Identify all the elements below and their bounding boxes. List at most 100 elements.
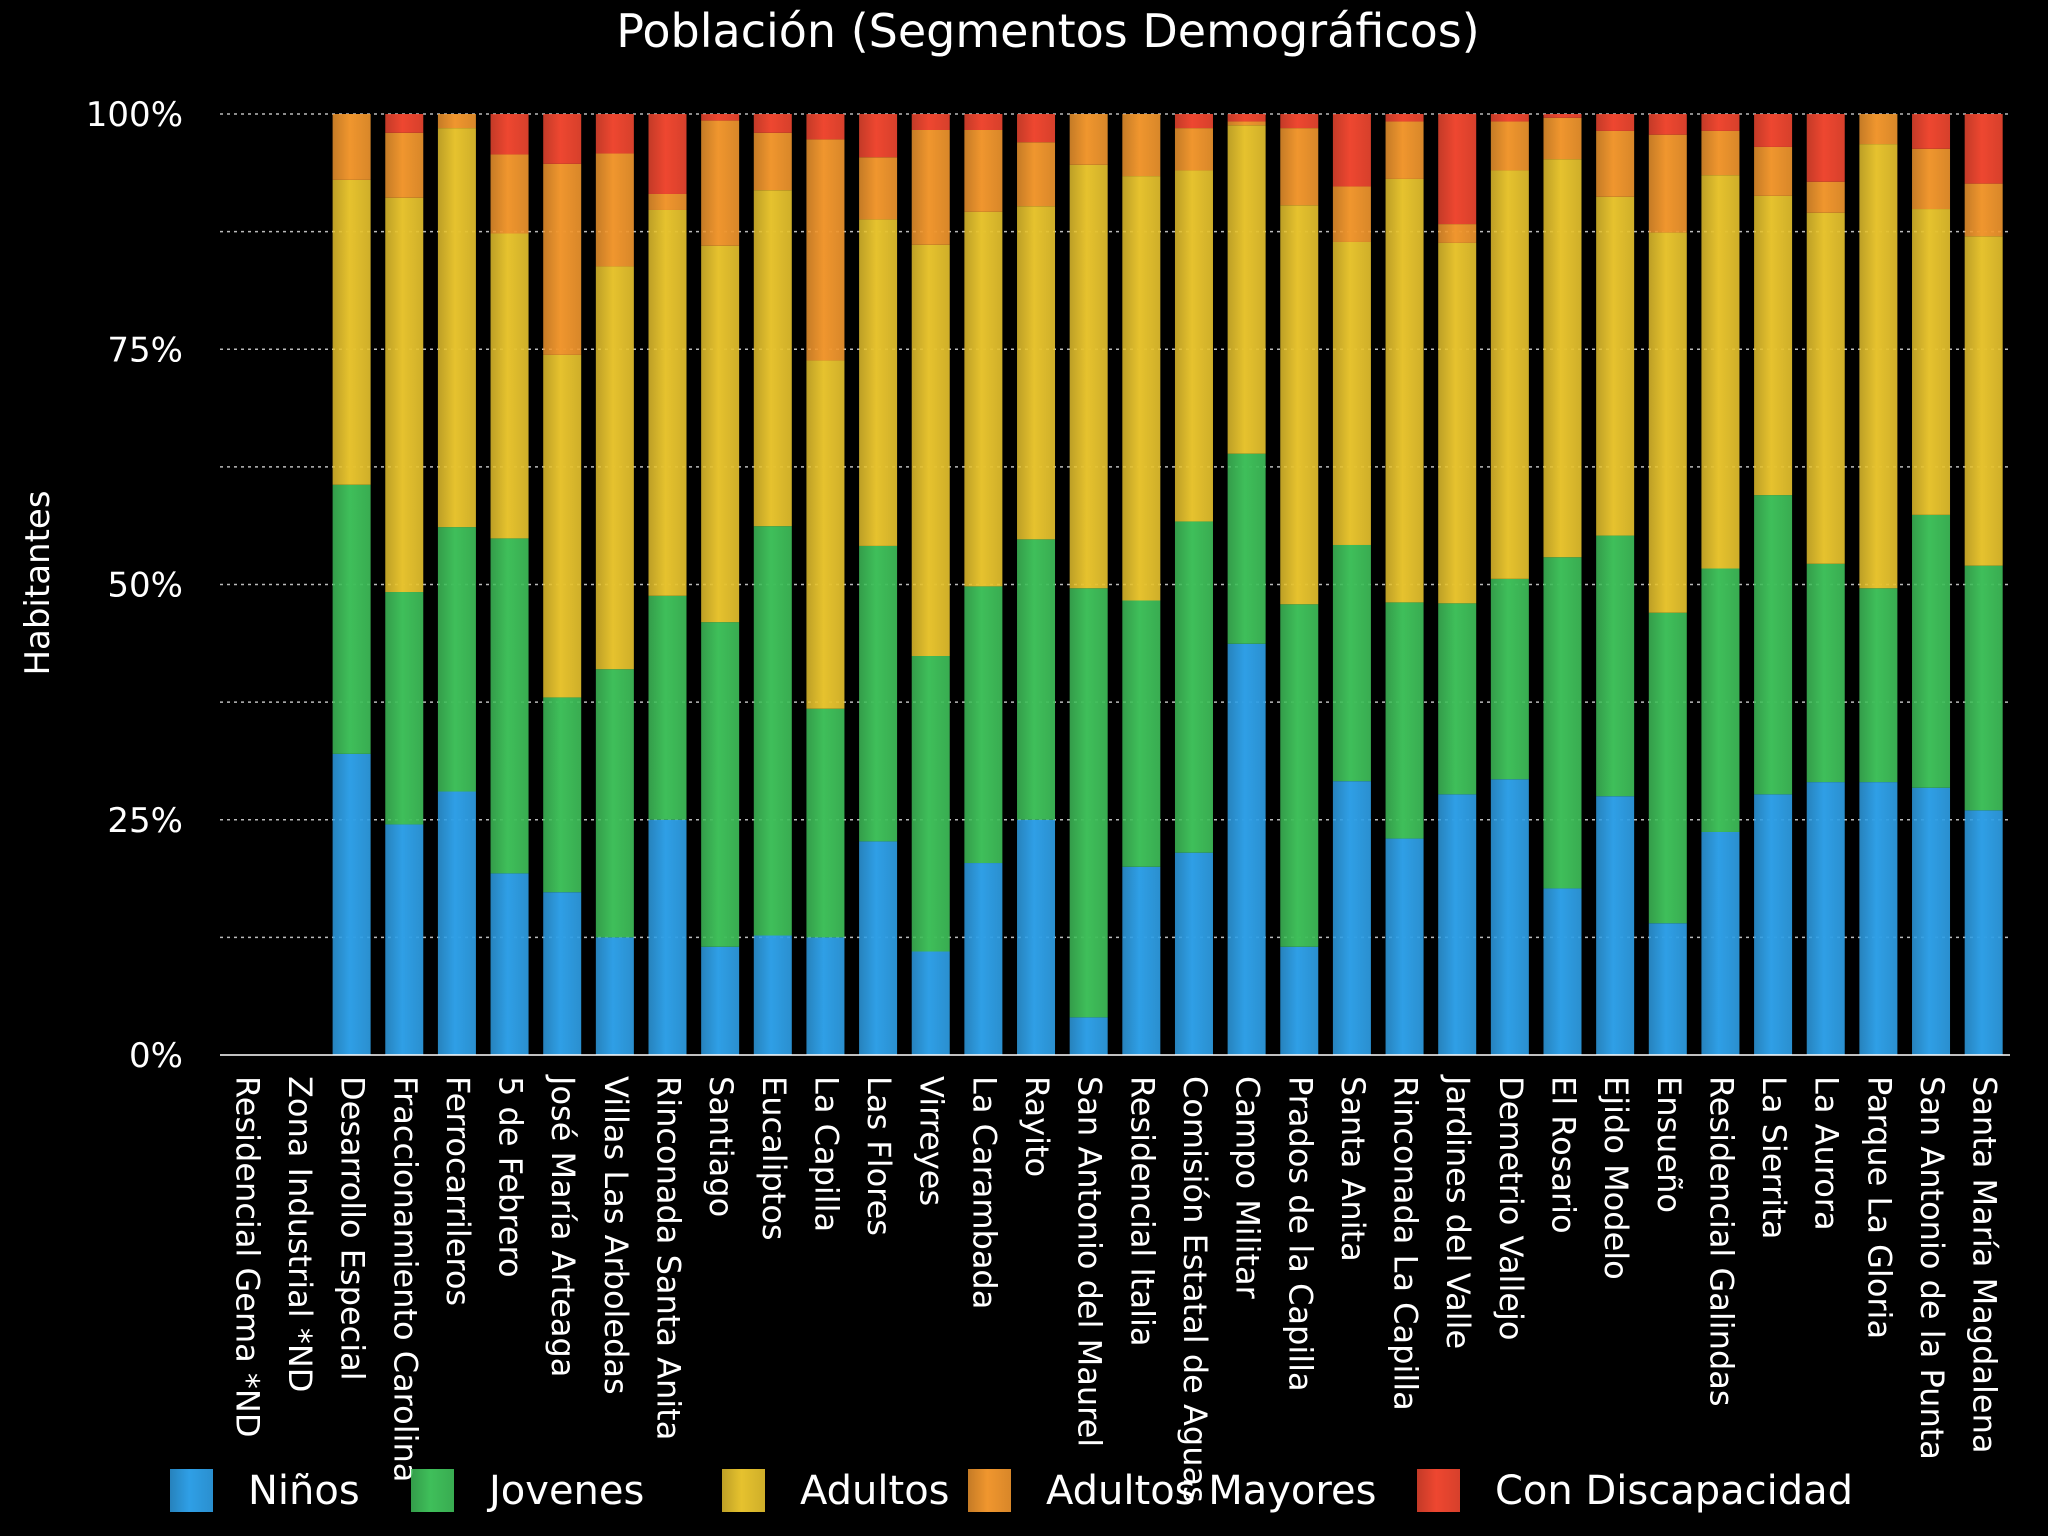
bar-segment-con-discapacidad xyxy=(648,114,687,194)
bar-segment-adultos xyxy=(1490,170,1529,579)
x-tick-label: Campo Militar xyxy=(1229,1076,1267,1300)
bars xyxy=(332,114,2003,1055)
bar-segment-adultos-mayores xyxy=(1596,130,1635,197)
x-tick-label: Rinconada Santa Anita xyxy=(650,1076,688,1440)
bar-segment-adultos xyxy=(1964,236,2003,566)
bar-segment-adultos xyxy=(806,360,845,709)
bar-segment-con-discapacidad xyxy=(1596,114,1635,131)
bar-segment-adultos-mayores xyxy=(1280,128,1319,206)
x-tick-label: Eucaliptos xyxy=(755,1076,793,1241)
bar-segment-ninos xyxy=(648,819,687,1055)
bar-segment-ninos xyxy=(1964,810,2003,1055)
legend-label: Con Discapacidad xyxy=(1495,1468,1853,1514)
bar-segment-con-discapacidad xyxy=(595,114,634,154)
bar-segment-con-discapacidad xyxy=(1227,114,1266,122)
bar-segment-ninos xyxy=(1174,852,1213,1055)
bar-segment-adultos xyxy=(753,190,792,527)
x-tick-label: 5 de Febrero xyxy=(492,1076,530,1278)
bar-segment-ninos xyxy=(806,937,845,1055)
bar-segment-adultos xyxy=(859,219,898,546)
x-tick-label: La Carambada xyxy=(965,1076,1003,1309)
bar-segment-con-discapacidad xyxy=(1490,114,1529,122)
bar-segment-jovenes xyxy=(1543,557,1582,889)
bar-segment-jovenes xyxy=(543,697,582,893)
legend-swatch-ninos xyxy=(170,1469,213,1512)
bar-segment-jovenes xyxy=(964,586,1003,864)
x-tick-label: José María Arteaga xyxy=(544,1074,582,1377)
bar-segment-jovenes xyxy=(1912,514,1951,788)
bar-segment-ninos xyxy=(1438,794,1477,1055)
grid-lines xyxy=(220,113,2010,939)
bar-segment-ninos xyxy=(385,824,424,1055)
bar-segment-ninos xyxy=(437,791,476,1055)
y-axis-ticks: 0% 25% 50% 75% 100% xyxy=(86,95,183,1076)
x-tick-label: Residencial Gema *ND xyxy=(228,1076,266,1438)
bar-segment-adultos xyxy=(1912,209,1951,515)
x-tick-label: Prados de la Capilla xyxy=(1281,1076,1319,1392)
bar-segment-adultos-mayores xyxy=(1806,181,1845,213)
bar-segment-ninos xyxy=(1859,782,1898,1055)
bar-segment-jovenes xyxy=(648,595,687,820)
bar-segment-ninos xyxy=(1280,946,1319,1055)
bar-segment-adultos-mayores xyxy=(806,139,845,361)
bar-segment-jovenes xyxy=(1017,539,1056,820)
bar-segment-adultos-mayores xyxy=(1017,142,1056,207)
bar-segment-ninos xyxy=(1596,796,1635,1055)
legend-label: Niños xyxy=(248,1468,360,1514)
bar-segment-adultos-mayores xyxy=(1701,130,1740,176)
x-tick-label: Comisión Estatal de Aguas xyxy=(1176,1076,1214,1503)
bar-segment-jovenes xyxy=(332,484,371,754)
bar-segment-adultos xyxy=(701,245,740,623)
bar-segment-adultos xyxy=(1227,125,1266,454)
bar-segment-ninos xyxy=(701,946,740,1055)
x-tick-label: San Antonio del Maurel xyxy=(1071,1076,1109,1447)
bar-segment-adultos-mayores xyxy=(1332,186,1371,242)
bar-segment-adultos xyxy=(1332,241,1371,545)
x-tick-label: Santa María Magdalena xyxy=(1966,1076,2004,1454)
x-tick-label: Rayito xyxy=(1018,1076,1056,1177)
bar-segment-jovenes xyxy=(911,656,950,952)
bar-segment-adultos-mayores xyxy=(859,157,898,220)
bar-segment-adultos-mayores xyxy=(1438,224,1477,243)
x-tick-label: Ejido Modelo xyxy=(1597,1076,1635,1280)
legend-swatch-adultos xyxy=(722,1469,765,1512)
bar-segment-ninos xyxy=(543,892,582,1055)
bar-segment-adultos-mayores xyxy=(753,132,792,191)
x-tick-label: Villas Las Arboledas xyxy=(597,1076,635,1395)
bar-segment-adultos xyxy=(1280,205,1319,605)
legend-label: Jovenes xyxy=(486,1468,644,1514)
bar-segment-adultos-mayores xyxy=(1227,121,1266,126)
bar-segment-adultos-mayores xyxy=(1859,114,1898,145)
legend-swatch-adultos-mayores xyxy=(968,1469,1011,1512)
bar-segment-con-discapacidad xyxy=(964,114,1003,130)
bar-segment-ninos xyxy=(1332,781,1371,1055)
y-tick-label: 75% xyxy=(107,330,183,370)
bar-segment-ninos xyxy=(911,951,950,1055)
bar-segment-ninos xyxy=(1227,643,1266,1055)
x-tick-label: Desarrollo Especial xyxy=(334,1076,372,1381)
bar-segment-adultos xyxy=(1859,144,1898,589)
bar-segment-ninos xyxy=(1648,923,1687,1055)
bar-segment-adultos xyxy=(1122,176,1161,601)
bar-segment-adultos xyxy=(1385,178,1424,603)
legend-swatch-con-discapacidad xyxy=(1417,1469,1460,1512)
bar-segment-ninos xyxy=(1754,794,1793,1055)
bar-segment-jovenes xyxy=(1069,588,1108,1018)
bar-segment-ninos xyxy=(1806,782,1845,1055)
x-tick-label: Santa Anita xyxy=(1334,1076,1372,1262)
bar-segment-adultos-mayores xyxy=(911,129,950,245)
x-tick-label: Ensueño xyxy=(1650,1076,1688,1213)
bar-segment-ninos xyxy=(595,937,634,1055)
bar-segment-adultos-mayores xyxy=(1385,121,1424,179)
bar-segment-con-discapacidad xyxy=(1648,114,1687,135)
bar-segment-adultos-mayores xyxy=(1122,114,1161,177)
bar-segment-adultos-mayores xyxy=(543,163,582,355)
bar-segment-ninos xyxy=(332,753,371,1055)
bar-segment-con-discapacidad xyxy=(490,114,529,155)
x-tick-label: Virreyes xyxy=(913,1076,951,1206)
bar-segment-adultos xyxy=(1438,242,1477,604)
bar-segment-adultos xyxy=(1017,206,1056,540)
legend-label: Adultos Mayores xyxy=(1046,1468,1376,1514)
bar-segment-adultos-mayores xyxy=(1648,134,1687,233)
bar-segment-ninos xyxy=(1543,888,1582,1055)
